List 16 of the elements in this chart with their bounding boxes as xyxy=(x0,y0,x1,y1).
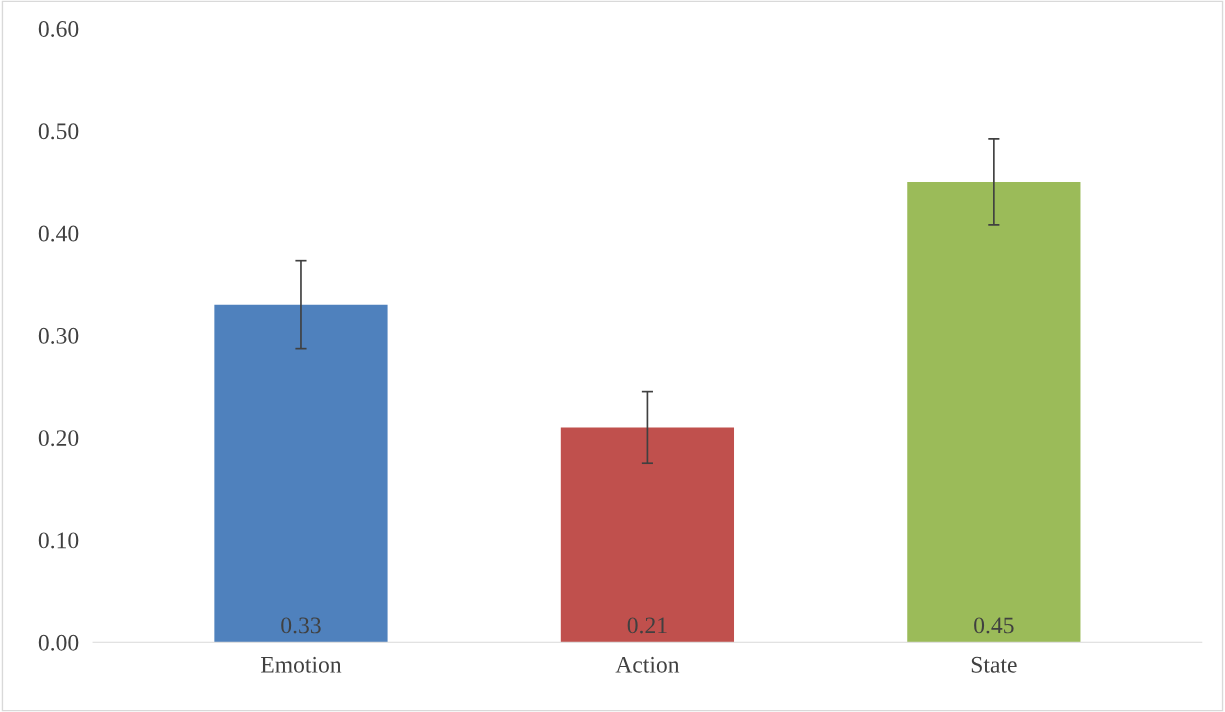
y-tick-label: 0.50 xyxy=(38,123,79,140)
data-label: 0.33 xyxy=(281,617,321,634)
bar xyxy=(214,304,388,643)
y-tick-label: 0.40 xyxy=(38,225,79,242)
x-tick-label: State xyxy=(971,656,1017,673)
y-tick-label: 0.30 xyxy=(38,327,79,344)
y-tick-label: 0.00 xyxy=(38,634,79,651)
bar xyxy=(560,427,735,643)
x-tick-label: Emotion xyxy=(260,656,342,673)
y-tick-label: 0.60 xyxy=(38,20,79,38)
x-tick-label: Action xyxy=(615,656,680,673)
bar xyxy=(907,181,1081,643)
data-label: 0.45 xyxy=(974,617,1014,634)
data-label: 0.21 xyxy=(627,617,667,634)
y-tick-label: 0.10 xyxy=(38,532,79,549)
y-tick-label: 0.20 xyxy=(38,430,79,447)
